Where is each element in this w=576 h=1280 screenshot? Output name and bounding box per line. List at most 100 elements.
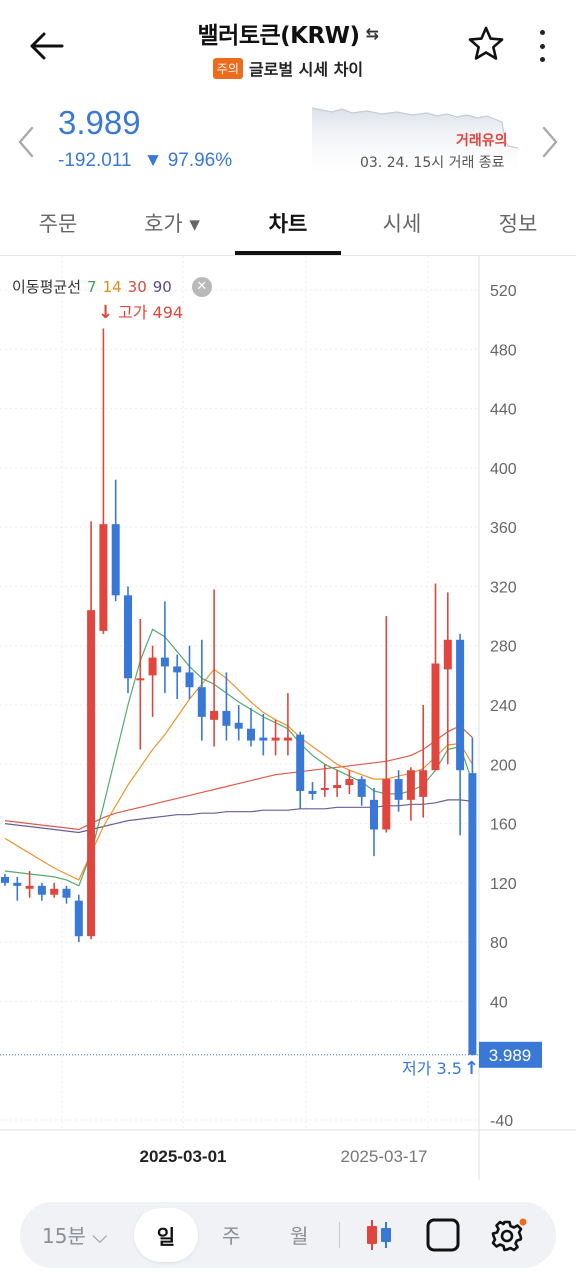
low-arrow-icon: ↑ bbox=[464, 1058, 479, 1079]
candle-body bbox=[111, 524, 120, 596]
tab-order[interactable]: 주문 bbox=[38, 212, 78, 236]
candle-body bbox=[308, 790, 317, 794]
interval-selector[interactable]: 15분 ⌵ bbox=[42, 1224, 108, 1248]
drawing-tool-icon[interactable] bbox=[426, 1218, 460, 1252]
star-icon bbox=[468, 26, 504, 60]
more-dot-icon bbox=[539, 30, 545, 35]
header: 밸러토큰(KRW) ⇆ 주의 글로벌 시세 차이 bbox=[0, 0, 576, 92]
price-change: -192.011 ▼ 97.96% bbox=[58, 150, 232, 172]
candle-body bbox=[247, 728, 255, 741]
y-tick-label: 120 bbox=[490, 876, 517, 893]
candle-body bbox=[148, 657, 157, 676]
candle-body bbox=[382, 779, 391, 830]
more-dot-icon bbox=[539, 43, 545, 49]
period-week-button[interactable]: 주 bbox=[222, 1224, 241, 1248]
price-area: 3.989 -192.011 ▼ 97.96% 거래유의 03. 24. 15시… bbox=[0, 96, 576, 188]
candle-body bbox=[185, 672, 194, 688]
period-month-button[interactable]: 월 bbox=[290, 1224, 309, 1248]
candle-body bbox=[25, 885, 34, 889]
chevron-left-icon[interactable] bbox=[14, 124, 38, 160]
change-amount: -192.011 bbox=[58, 150, 132, 171]
candle-body bbox=[173, 666, 182, 673]
candle-body bbox=[62, 888, 71, 898]
ma-7-line bbox=[4, 628, 473, 887]
y-tick-label: 40 bbox=[490, 994, 508, 1011]
favorite-button[interactable] bbox=[466, 24, 506, 64]
swap-icon: ⇆ bbox=[365, 23, 379, 43]
warning-badge: 주의 bbox=[212, 57, 243, 79]
coin-name: 밸러토큰(KRW) bbox=[197, 23, 361, 49]
candle-body bbox=[283, 737, 292, 741]
candle-body bbox=[333, 785, 342, 788]
candle-body bbox=[1, 876, 9, 883]
active-tab-indicator bbox=[235, 251, 341, 255]
change-rate: ▼ 97.96% bbox=[143, 150, 233, 171]
chart-toolbar: 15분 ⌵ 일 주 월 bbox=[20, 1202, 556, 1268]
sparkline-chart bbox=[312, 107, 518, 180]
candle-body bbox=[370, 799, 378, 830]
gear-icon[interactable] bbox=[490, 1216, 530, 1254]
high-arrow-icon: ↓ bbox=[98, 302, 113, 323]
candle-body bbox=[431, 663, 440, 771]
tab-chart[interactable]: 차트 bbox=[268, 212, 308, 236]
trade-warning-label: 거래유의 bbox=[456, 133, 508, 149]
candle-body bbox=[271, 737, 280, 741]
arrow-left-icon bbox=[30, 32, 64, 60]
subtitle-text: 글로벌 시세 차이 bbox=[248, 60, 364, 79]
tab-quotes[interactable]: 시세 bbox=[382, 212, 422, 236]
candlestick-chart[interactable]: 이동평균선 7 14 30 90 ✕ 520 480 440 400 360 320 280… bbox=[0, 256, 576, 1180]
y-tick-label: 80 bbox=[490, 935, 508, 952]
y-tick-label: 440 bbox=[490, 402, 517, 419]
x-tick-label: 2025-03-17 bbox=[341, 1147, 428, 1166]
candle-body bbox=[406, 770, 415, 800]
more-dot-icon bbox=[539, 57, 545, 62]
y-tick-label: 280 bbox=[490, 639, 517, 656]
current-price-tag bbox=[479, 1041, 542, 1068]
low-price-label: 저가 3.5 bbox=[402, 1059, 462, 1078]
candle-body bbox=[136, 678, 145, 681]
ma-90-line bbox=[4, 799, 473, 834]
candle-body bbox=[357, 779, 366, 797]
y-tick-label: 360 bbox=[490, 520, 517, 537]
candle-body bbox=[210, 710, 219, 720]
ma-30-line bbox=[4, 725, 473, 831]
candle-body bbox=[320, 788, 329, 790]
ma-legend-label: 이동평균선 bbox=[12, 278, 82, 296]
candle-body bbox=[99, 524, 108, 631]
candle-type-icon[interactable] bbox=[364, 1218, 394, 1252]
x-tick-label: 2025-03-01 bbox=[140, 1147, 227, 1166]
coin-title[interactable]: 밸러토큰(KRW) ⇆ bbox=[198, 16, 379, 50]
candle-body bbox=[345, 779, 354, 786]
back-button[interactable] bbox=[22, 22, 70, 70]
title-area: 밸러토큰(KRW) ⇆ 주의 글로벌 시세 차이 bbox=[120, 16, 456, 80]
toolbar-divider bbox=[339, 1222, 340, 1248]
chart-canvas: 520 480 440 400 360 320 280 240 200 160 120 80 40 -40… bbox=[0, 256, 576, 1180]
ma-legend-7: 7 bbox=[87, 277, 97, 296]
candle-body bbox=[87, 610, 96, 937]
candle-body bbox=[296, 734, 305, 791]
candle-body bbox=[74, 900, 83, 937]
tab-orderbook[interactable]: 호가 ▾ bbox=[144, 212, 200, 236]
candle-body bbox=[13, 882, 22, 886]
more-menu-button[interactable] bbox=[530, 26, 554, 66]
current-price-label: 3.989 bbox=[489, 1046, 532, 1065]
y-tick-label: 520 bbox=[490, 283, 517, 300]
notification-dot bbox=[519, 1218, 527, 1226]
ma-legend-30: 30 bbox=[127, 277, 147, 296]
y-tick-label: 480 bbox=[490, 342, 517, 359]
period-day-button[interactable]: 일 bbox=[134, 1208, 198, 1262]
y-tick-label: 240 bbox=[490, 698, 517, 715]
y-tick-label: 160 bbox=[490, 817, 517, 834]
close-icon[interactable]: ✕ bbox=[191, 276, 212, 297]
y-tick-label: 400 bbox=[490, 461, 517, 478]
candle-body bbox=[160, 657, 169, 667]
chevron-right-icon[interactable] bbox=[538, 124, 562, 160]
ma-legend-90: 90 bbox=[152, 277, 172, 296]
y-tick-label: 200 bbox=[490, 757, 517, 774]
subtitle: 주의 글로벌 시세 차이 bbox=[120, 56, 456, 80]
candle-body bbox=[197, 687, 206, 717]
candle-body bbox=[124, 595, 132, 679]
ma-14-line bbox=[4, 668, 473, 881]
tab-bar: 주문 호가 ▾ 차트 시세 정보 bbox=[0, 196, 576, 256]
tab-info[interactable]: 정보 bbox=[498, 212, 538, 236]
